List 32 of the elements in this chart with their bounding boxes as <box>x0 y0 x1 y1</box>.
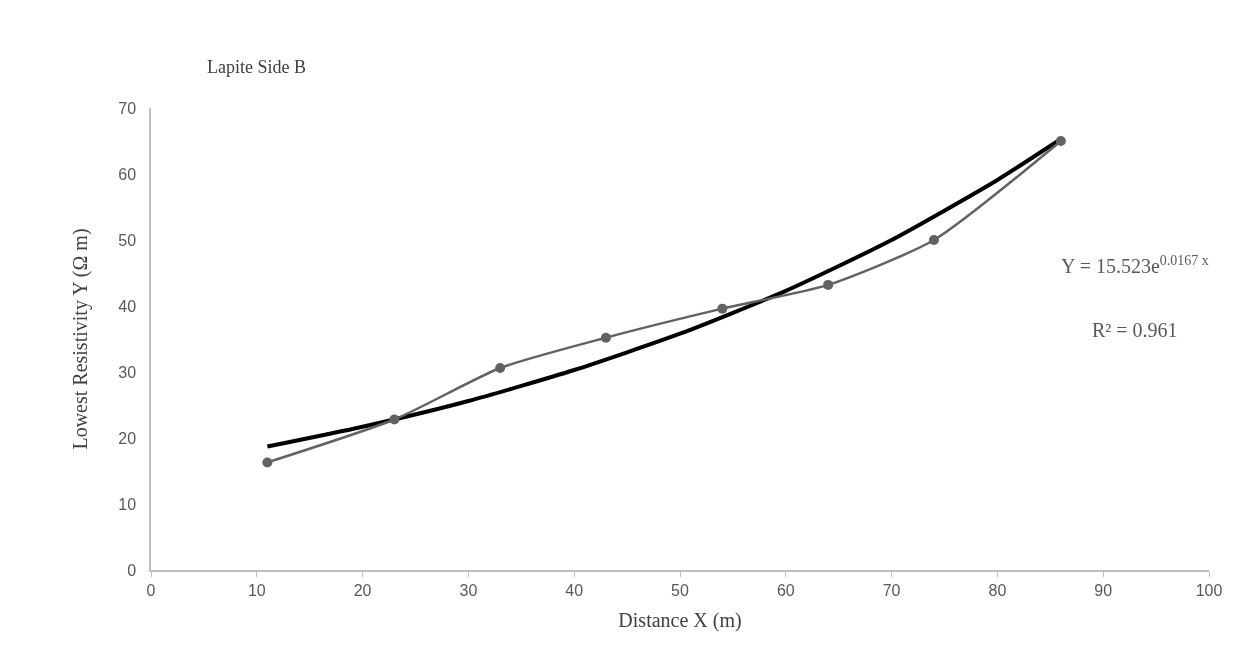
annotation: R² = 0.961 <box>1092 319 1178 341</box>
point <box>600 332 611 343</box>
y-tick-label: 60 <box>118 165 137 183</box>
point <box>823 279 834 290</box>
y-tick-label: 10 <box>118 495 137 513</box>
x-tick-label: 50 <box>671 581 689 599</box>
annotation: Y = 15.523e$^{0.0167 x}$ <box>1061 253 1209 278</box>
x-tick-label: 60 <box>776 581 795 599</box>
point <box>1055 136 1066 146</box>
y-tick-label: 30 <box>118 363 137 381</box>
x-tick-label: 30 <box>459 581 478 599</box>
y-tick-label: 70 <box>118 99 137 117</box>
x-tick-label: 40 <box>565 581 584 599</box>
point <box>262 457 273 468</box>
point <box>495 363 506 374</box>
point <box>717 303 728 314</box>
chart-title: Lapite Side B <box>207 57 307 78</box>
x-tick-label: 20 <box>353 581 372 599</box>
y-tick-label: 0 <box>127 561 137 579</box>
y-tick-label: 50 <box>118 231 137 249</box>
x-tick-label: 80 <box>988 581 1007 599</box>
x-tick-label: 90 <box>1094 581 1113 599</box>
x-tick-label: 70 <box>882 581 901 599</box>
point <box>928 235 939 245</box>
y-tick-label: 40 <box>118 297 137 315</box>
x-tick-label: 10 <box>247 581 266 599</box>
point <box>389 414 400 425</box>
y-tick-label: 20 <box>118 429 137 447</box>
y-axis-title: Lowest Resistivity Y (Ω m) <box>69 228 93 450</box>
x-tick-label: 100 <box>1195 581 1223 599</box>
x-axis-title: Distance X (m) <box>618 608 742 632</box>
x-tick-label: 0 <box>146 581 156 599</box>
